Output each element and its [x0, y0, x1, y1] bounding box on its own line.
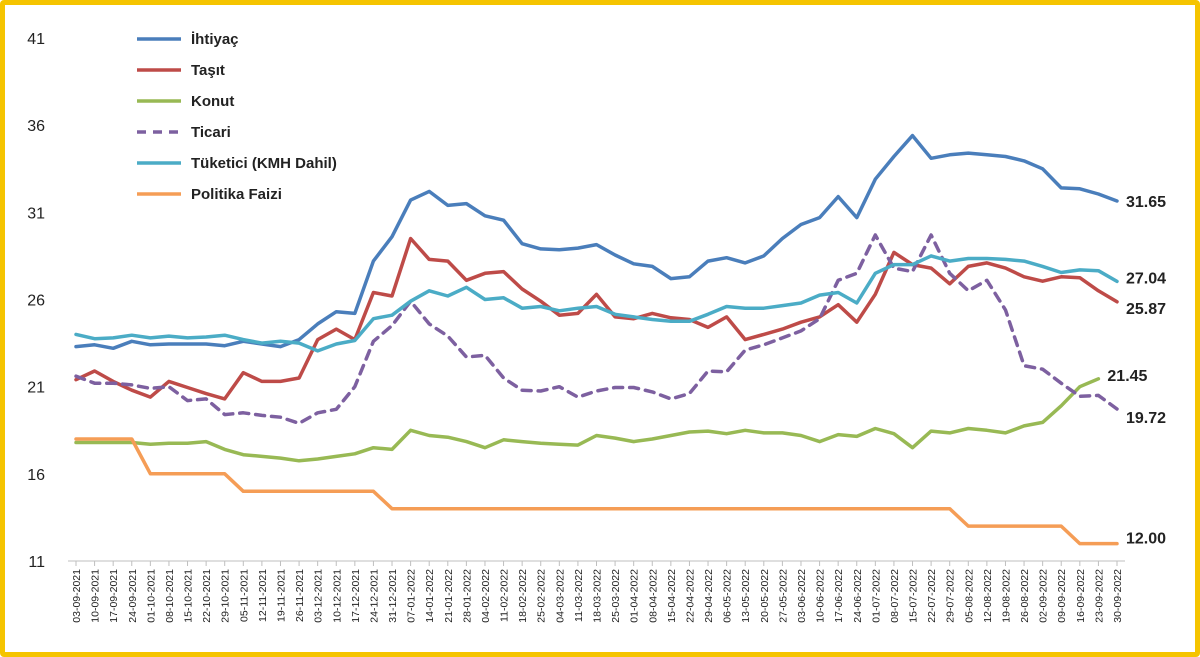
- x-tick-label: 22-10-2021: [201, 569, 213, 623]
- x-tick-label: 10-09-2021: [90, 569, 102, 623]
- x-tick-label: 17-12-2021: [350, 569, 362, 623]
- x-tick-label: 29-04-2022: [703, 569, 715, 623]
- x-tick-label: 04-02-2022: [480, 569, 492, 623]
- y-tick-label: 21: [27, 380, 45, 397]
- legend-label-konut: Konut: [191, 93, 234, 110]
- x-tick-label: 06-05-2022: [722, 569, 734, 623]
- x-tick-label: 11-03-2022: [573, 569, 585, 622]
- series-lines: [74, 133, 1119, 546]
- x-tick-label: 16-09-2022: [1075, 569, 1087, 623]
- line-chart: 41 36 31 26 21 16 11 03-09-2021 10-09-2021 17-09…: [27, 31, 1166, 623]
- end-label-t-ketici-kmh-dahil: 27.04: [1126, 270, 1166, 287]
- y-tick-label: 26: [27, 293, 45, 310]
- x-tick-label: 20-05-2022: [759, 569, 771, 623]
- legend-label-i-htiya: İhtiyaç: [191, 31, 239, 48]
- x-tick-label: 17-09-2021: [108, 569, 120, 623]
- x-tick-label: 29-10-2021: [220, 569, 232, 623]
- x-tick-label: 24-12-2021: [368, 569, 380, 623]
- x-tick-label: 15-10-2021: [183, 569, 195, 623]
- x-tick-label: 03-09-2021: [71, 569, 83, 623]
- y-tick-label: 41: [27, 31, 45, 48]
- end-label-ta-t: 25.87: [1126, 301, 1166, 318]
- x-tick-label: 15-04-2022: [666, 569, 678, 623]
- series-line-konut: [74, 377, 1101, 463]
- x-tick-label: 23-09-2022: [1093, 569, 1105, 623]
- x-tick-label: 02-09-2022: [1038, 569, 1050, 623]
- x-tick-label: 17-06-2022: [833, 569, 845, 623]
- x-tick-label: 29-07-2022: [945, 569, 957, 623]
- series-line-politika-faizi: [74, 437, 1119, 546]
- x-tick-label: 25-03-2022: [610, 569, 622, 623]
- x-tick-label: 15-07-2022: [908, 569, 920, 623]
- y-tick-label: 36: [27, 118, 45, 135]
- end-label-konut: 21.45: [1107, 368, 1147, 385]
- y-axis: 41 36 31 26 21 16 11: [27, 31, 45, 571]
- x-tick-label: 24-06-2022: [852, 569, 864, 623]
- y-tick-label: 11: [28, 554, 45, 571]
- x-tick-label: 03-12-2021: [313, 569, 325, 623]
- x-tick-label: 01-04-2022: [629, 569, 641, 623]
- x-tick-label: 22-07-2022: [926, 569, 938, 623]
- x-tick-label: 18-03-2022: [592, 569, 604, 623]
- x-tick-label: 04-03-2022: [554, 569, 566, 623]
- x-tick-label: 07-01-2022: [406, 569, 418, 623]
- x-tick-label: 05-08-2022: [963, 569, 975, 623]
- y-tick-label: 16: [27, 467, 45, 484]
- x-tick-label: 26-08-2022: [1019, 569, 1031, 623]
- x-tick-label: 13-05-2022: [740, 569, 752, 623]
- x-tick-label: 22-04-2022: [684, 569, 696, 623]
- x-tick-label: 08-04-2022: [647, 569, 659, 623]
- x-tick-label: 21-01-2022: [443, 569, 455, 623]
- y-tick-label: 31: [27, 205, 45, 222]
- legend-label-t-ketici-kmh-dahil: Tüketici (KMH Dahil): [191, 155, 337, 172]
- x-tick-label: 08-07-2022: [889, 569, 901, 623]
- x-tick-label: 12-08-2022: [982, 569, 994, 623]
- x-tick-label: 01-10-2021: [145, 569, 157, 623]
- series-line-ticari: [74, 233, 1119, 426]
- x-tick-label: 08-10-2021: [164, 569, 176, 623]
- x-tick-label: 31-12-2021: [387, 569, 399, 623]
- x-tick-label: 27-05-2022: [777, 569, 789, 623]
- series-line-ta-t: [74, 236, 1119, 401]
- legend-label-ta-t: Taşıt: [191, 62, 225, 79]
- end-label-i-htiya: 31.65: [1126, 194, 1166, 211]
- x-tick-label: 30-09-2022: [1112, 569, 1124, 623]
- legend-label-politika-faizi: Politika Faizi: [191, 186, 282, 203]
- end-labels: 31.65 25.87 21.45 19.72 27.04 12.00: [1107, 194, 1166, 548]
- x-tick-label: 03-06-2022: [796, 569, 808, 623]
- series-line-t-ketici-kmh-dahil: [74, 254, 1119, 353]
- x-tick-label: 09-09-2022: [1056, 569, 1068, 623]
- x-tick-label: 25-02-2022: [536, 569, 548, 623]
- x-tick-label: 14-01-2022: [424, 569, 436, 623]
- x-tick-label: 10-06-2022: [815, 569, 827, 623]
- x-tick-label: 19-11-2021: [275, 569, 287, 622]
- x-tick-label: 11-02-2022: [499, 569, 511, 622]
- end-label-politika-faizi: 12.00: [1126, 531, 1166, 548]
- x-tick-label: 12-11-2021: [257, 569, 269, 622]
- x-tick-label: 01-07-2022: [870, 569, 882, 623]
- legend: İhtiyaç Taşıt Konut Ticari Tüketici (KMH Dah…: [137, 31, 337, 203]
- x-axis: 03-09-2021 10-09-2021 17-09-2021 24-09-2021…: [68, 560, 1125, 623]
- end-label-ticari: 19.72: [1126, 410, 1166, 427]
- x-tick-label: 10-12-2021: [331, 569, 343, 623]
- x-tick-label: 05-11-2021: [238, 569, 250, 622]
- x-tick-label: 26-11-2021: [294, 569, 306, 622]
- x-tick-label: 28-01-2022: [461, 569, 473, 623]
- legend-label-ticari: Ticari: [191, 124, 231, 141]
- x-tick-label: 19-08-2022: [1000, 569, 1012, 623]
- x-tick-label: 24-09-2021: [127, 569, 139, 623]
- x-tick-label: 18-02-2022: [517, 569, 529, 623]
